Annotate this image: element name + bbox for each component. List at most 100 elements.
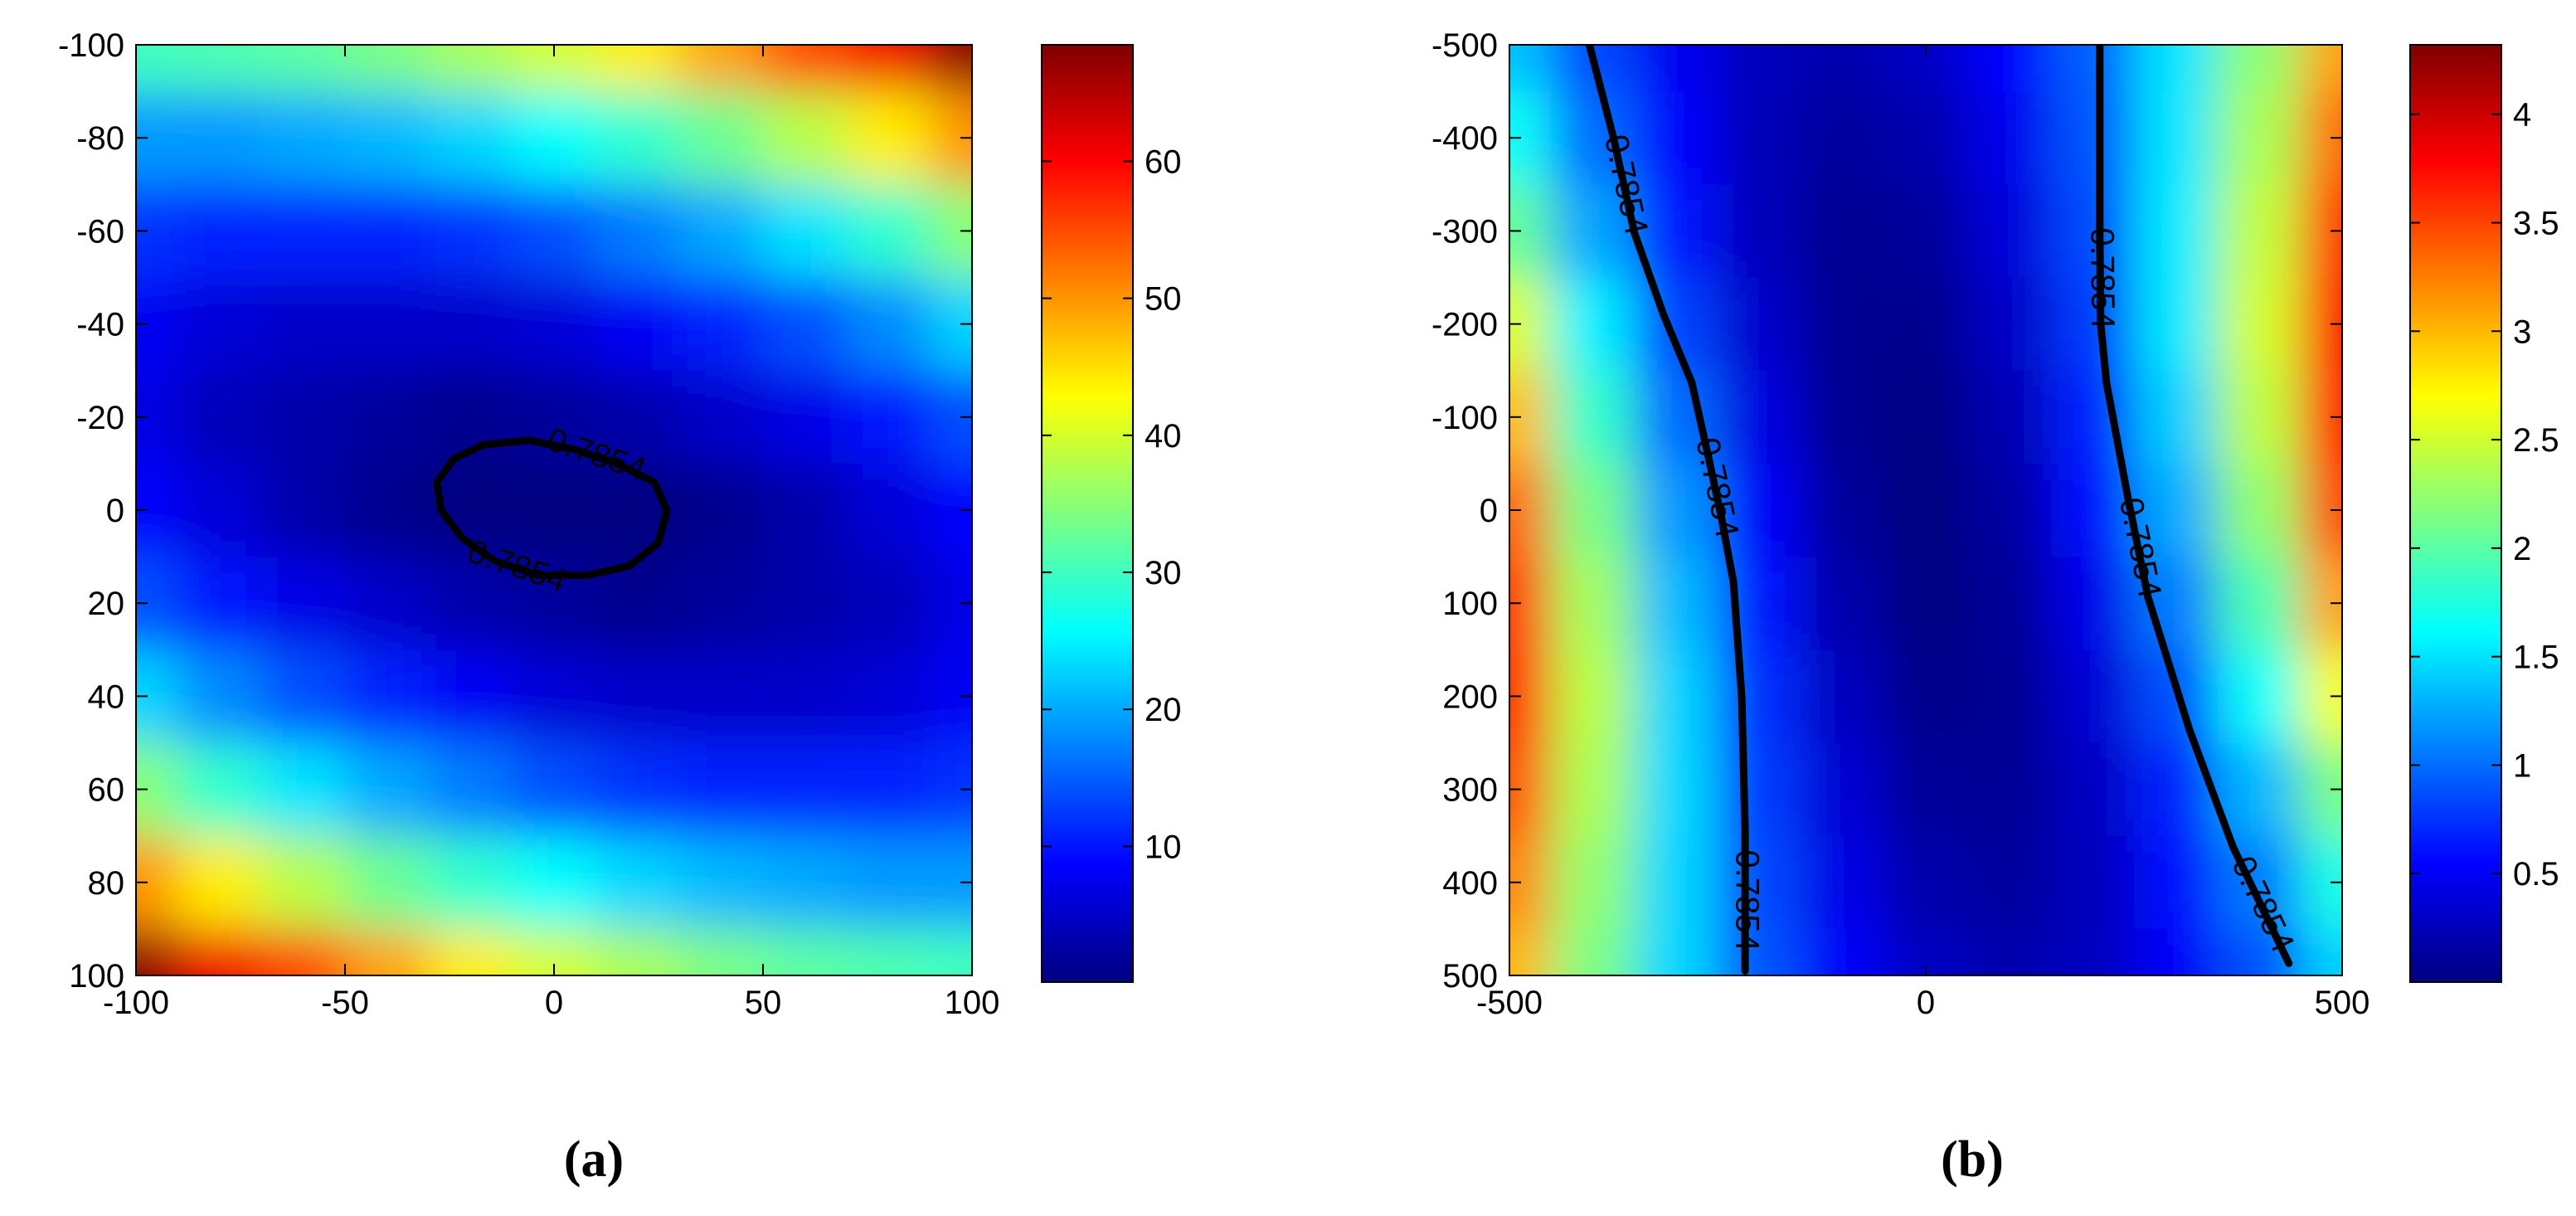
contour-line (1585, 45, 1749, 975)
heatmap-cell (261, 184, 346, 278)
heatmap-cell (1883, 370, 1968, 465)
heatmap-cell (2134, 45, 2218, 92)
y-tick-label: -300 (1431, 213, 1498, 250)
colorbar-tick-label: 4 (2513, 97, 2531, 134)
heatmap-cell (345, 277, 430, 372)
heatmap-cell (1967, 742, 2052, 837)
heatmap-cell (1967, 463, 2052, 557)
colorbar-tick-label: 2 (2513, 531, 2531, 567)
heatmap-cell (1801, 463, 1885, 557)
heatmap-cell (1801, 277, 1885, 372)
heatmap-cell (2217, 742, 2301, 837)
heatmap-cell (2217, 463, 2301, 557)
heatmap-cell (930, 928, 972, 975)
heatmap-cell (177, 184, 262, 278)
heatmap-cell (2050, 928, 2135, 975)
heatmap-cell (1883, 649, 1968, 743)
y-tick-label: 200 (1442, 679, 1498, 715)
heatmap-cell (136, 463, 178, 557)
heatmap-cell (846, 277, 931, 372)
heatmap-cell (177, 742, 262, 837)
heatmap-cell (2050, 45, 2135, 92)
colorbar-tick-label: 0.5 (2513, 856, 2559, 893)
heatmap-cell (679, 742, 764, 837)
heatmap-cell (595, 277, 680, 372)
heatmap-cell (261, 557, 346, 650)
heatmap-cell (1634, 463, 1718, 557)
y-tick-label: 20 (88, 586, 125, 622)
colorbar (2409, 44, 2502, 983)
heatmap-cell (1551, 277, 1636, 372)
heatmap-cell (261, 463, 346, 557)
heatmap-cell (1551, 463, 1636, 557)
heatmap-cell (1883, 184, 1968, 278)
heatmap-cell (345, 370, 430, 465)
colorbar-tick-label: 10 (1145, 829, 1182, 865)
heatmap-cell (1967, 91, 2052, 185)
heatmap-cell (1967, 928, 2052, 975)
heatmap-cell (1801, 928, 1885, 975)
heatmap-cell (1967, 277, 2052, 372)
contour-label: 0.7854 (1729, 850, 1766, 951)
heatmap-cell (1634, 277, 1718, 372)
heatmap-cell (1967, 370, 2052, 465)
y-tick-label: 100 (1442, 586, 1498, 622)
heatmap-cell (1883, 91, 1968, 185)
heatmap-cell (2134, 928, 2218, 975)
heatmap-cell (2134, 91, 2218, 185)
contour-line (433, 436, 671, 580)
heatmap-cell (177, 463, 262, 557)
colorbar-tick-label: 20 (1145, 692, 1182, 728)
heatmap-cell (763, 463, 848, 557)
x-tick-label: 0 (1917, 985, 1935, 1021)
heatmap-cell (428, 742, 513, 837)
heatmap-cell (345, 184, 430, 278)
y-tick-label: -40 (76, 307, 124, 343)
heatmap-cell (846, 370, 931, 465)
heatmap-cell (2217, 184, 2301, 278)
heatmap-cell (1801, 742, 1885, 837)
heatmap-cell (177, 557, 262, 650)
y-tick-label: 80 (88, 865, 125, 902)
x-tick-label: -50 (321, 985, 369, 1021)
heatmap-cell (1883, 742, 1968, 837)
heatmap-cell (763, 91, 848, 185)
heatmap-cell (2134, 835, 2218, 930)
heatmap-cell (1634, 742, 1718, 837)
heatmap-cell (1967, 649, 2052, 743)
colorbar-tick-label: 60 (1145, 143, 1182, 180)
heatmap-cell (763, 45, 848, 92)
heatmap-cell (136, 45, 178, 92)
heatmap-cell (177, 91, 262, 185)
heatmap-cell (2217, 370, 2301, 465)
heatmap-cell (679, 835, 764, 930)
heatmap-cell (428, 91, 513, 185)
heatmap-cell (345, 742, 430, 837)
heatmap-cell (1883, 277, 1968, 372)
heatmap-cell (261, 277, 346, 372)
colorbar-tick-label: 40 (1145, 418, 1182, 455)
heatmap-cell (2217, 45, 2301, 92)
y-tick-label: 300 (1442, 772, 1498, 809)
heatmap-cell (261, 649, 346, 743)
heatmap-cell (1551, 835, 1636, 930)
heatmap-cell (1883, 928, 1968, 975)
y-tick-label: -500 (1431, 27, 1498, 64)
heatmap-cell (1634, 91, 1718, 185)
heatmap-cell (2050, 277, 2135, 372)
heatmap-cell (1718, 45, 1801, 92)
heatmap-cell (177, 928, 262, 975)
heatmap-cell (1718, 835, 1801, 930)
heatmap-cell (177, 277, 262, 372)
heatmap-cell (428, 45, 513, 92)
heatmap-cell (846, 463, 931, 557)
heatmap-cell (846, 742, 931, 837)
heatmap-cell (679, 45, 764, 92)
heatmap-cell (763, 277, 848, 372)
heatmap-cell (846, 928, 931, 975)
y-tick-label: -80 (76, 120, 124, 157)
heatmap-cell (1634, 928, 1718, 975)
heatmap-cell (177, 835, 262, 930)
heatmap-cell (595, 184, 680, 278)
